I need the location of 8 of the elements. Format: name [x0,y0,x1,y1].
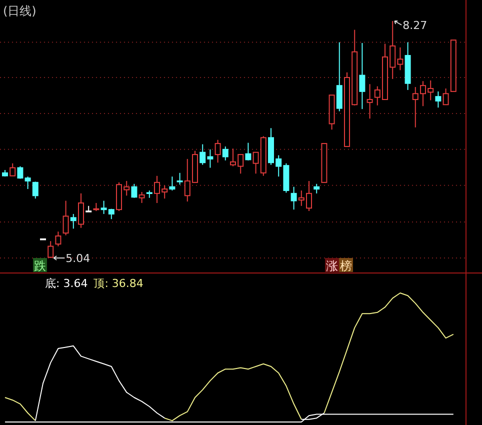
chart-title: (日线) [3,4,36,18]
text: 底: 3.64 [45,277,88,290]
text: 榜 [340,259,352,273]
text: 涨 [326,259,338,273]
annotation: 5.04 [66,252,90,265]
annotation: 8.27 [402,19,428,32]
text: 跌 [34,259,46,273]
text: 顶: 36.84 [94,277,144,290]
